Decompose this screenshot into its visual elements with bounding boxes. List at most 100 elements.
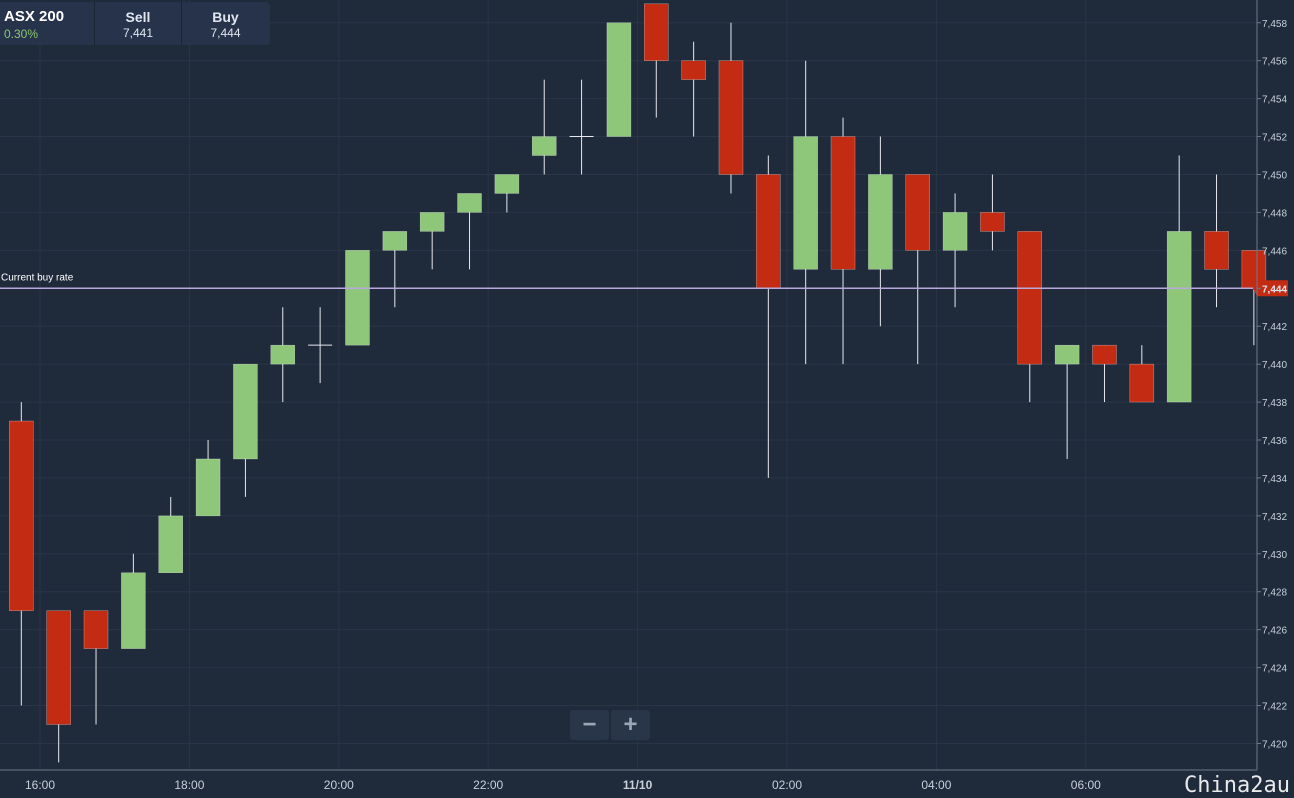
candle: [531, 79, 557, 175]
y-tick-label: 7,446: [1262, 246, 1287, 257]
x-tick-label: 06:00: [1071, 778, 1101, 792]
candle: [681, 41, 706, 137]
candle: [382, 231, 408, 308]
candle-body-up: [942, 212, 968, 251]
candle-body-down: [905, 174, 930, 251]
candle-body-up: [606, 22, 632, 137]
candle-body-down: [718, 60, 744, 175]
candle: [1166, 155, 1192, 403]
candle: [756, 155, 781, 478]
candle-body-down: [83, 610, 109, 649]
y-tick-label: 7,432: [1262, 512, 1287, 523]
candle-body-up: [1054, 344, 1080, 365]
x-tick-label: 11/10: [623, 778, 653, 792]
y-tick-label: 7,452: [1262, 133, 1287, 144]
sell-label: Sell: [125, 9, 151, 25]
x-tick-label: 22:00: [473, 778, 503, 792]
y-tick-label: 7,454: [1262, 95, 1287, 106]
candle: [569, 79, 594, 175]
candle-body-up: [531, 136, 557, 156]
candle-body-up: [233, 363, 258, 460]
candle-body-down: [1092, 344, 1117, 365]
candle-body-down: [681, 60, 706, 80]
y-tick-label: 7,430: [1262, 550, 1287, 561]
candle: [308, 307, 333, 384]
candle-body-down: [980, 212, 1005, 232]
y-tick-label: 7,420: [1262, 739, 1287, 750]
candle: [606, 22, 632, 137]
candle-body-up: [1166, 231, 1192, 403]
candle-body-up: [270, 344, 296, 365]
candle: [83, 610, 109, 725]
candle: [1129, 345, 1155, 403]
x-tick-label: 20:00: [324, 778, 354, 792]
candle: [345, 250, 370, 346]
candle: [942, 193, 968, 308]
candle: [830, 117, 856, 365]
candle: [1054, 344, 1080, 459]
candle: [1092, 344, 1117, 403]
candle-body-down: [1129, 363, 1155, 403]
candle-body-down: [644, 3, 669, 61]
zoom-out-button[interactable]: −: [570, 710, 609, 740]
candle-body-down: [756, 174, 781, 289]
candle: [718, 22, 744, 194]
candle-body-up: [868, 174, 893, 270]
x-tick-label: 04:00: [921, 778, 951, 792]
candle: [233, 363, 258, 497]
candle: [270, 307, 296, 403]
x-tick-label: 16:00: [25, 778, 55, 792]
current-buy-rate-label: Current buy rate: [1, 272, 74, 283]
candle: [644, 3, 669, 118]
candle: [195, 440, 221, 517]
zoom-in-button[interactable]: +: [611, 710, 650, 740]
instrument-name: ASX 200: [4, 8, 65, 25]
candle-body-up: [419, 212, 445, 232]
x-tick-label: 02:00: [772, 778, 802, 792]
candle-body-down: [1204, 231, 1229, 270]
candle: [494, 174, 520, 213]
watermark-text: China2au: [1184, 773, 1290, 798]
y-tick-label: 7,448: [1262, 208, 1287, 219]
sell-price: 7,441: [122, 26, 154, 40]
y-tick-label: 7,456: [1262, 57, 1287, 68]
zoom-controls: − +: [570, 710, 650, 740]
candle-body-down: [1017, 231, 1043, 365]
buy-price: 7,444: [210, 26, 241, 40]
candle: [121, 553, 146, 649]
y-tick-label: 7,442: [1262, 322, 1287, 333]
candle: [793, 60, 818, 365]
instrument-cell[interactable]: ASX 200 0.30%: [0, 2, 95, 45]
y-tick-label: 7,434: [1262, 474, 1287, 485]
candle-body-up: [345, 250, 370, 346]
candle: [980, 174, 1005, 251]
current-buy-rate-value: 7,444: [1262, 284, 1287, 295]
y-tick-label: 7,426: [1262, 626, 1287, 637]
quote-panel[interactable]: ASX 200 0.30% Sell 7,441 Buy 7,444: [0, 2, 270, 45]
candle-body-up: [195, 458, 221, 517]
candles: [9, 3, 1267, 763]
candle: [9, 402, 34, 706]
price-change: 0.30%: [4, 27, 39, 41]
buy-button[interactable]: Buy 7,444: [182, 2, 269, 45]
candle: [905, 174, 930, 365]
candle-body-up: [382, 231, 408, 251]
candle: [1204, 174, 1229, 308]
sell-button[interactable]: Sell 7,441: [95, 2, 182, 45]
candle-body-down: [46, 610, 71, 725]
candle-body-up: [158, 515, 183, 574]
y-tick-label: 7,458: [1262, 19, 1287, 30]
y-tick-label: 7,424: [1262, 664, 1287, 675]
candle: [868, 136, 893, 327]
candle-body-down: [9, 420, 34, 611]
y-tick-label: 7,438: [1262, 398, 1287, 409]
buy-label: Buy: [212, 9, 239, 25]
y-tick-label: 7,440: [1262, 360, 1287, 371]
y-tick-label: 7,428: [1262, 588, 1287, 599]
candle-body-up: [494, 174, 520, 194]
candle-body-down: [830, 136, 856, 270]
candle-body-up: [457, 193, 482, 213]
x-tick-label: 18:00: [174, 778, 204, 792]
candle-body-up: [793, 136, 818, 270]
